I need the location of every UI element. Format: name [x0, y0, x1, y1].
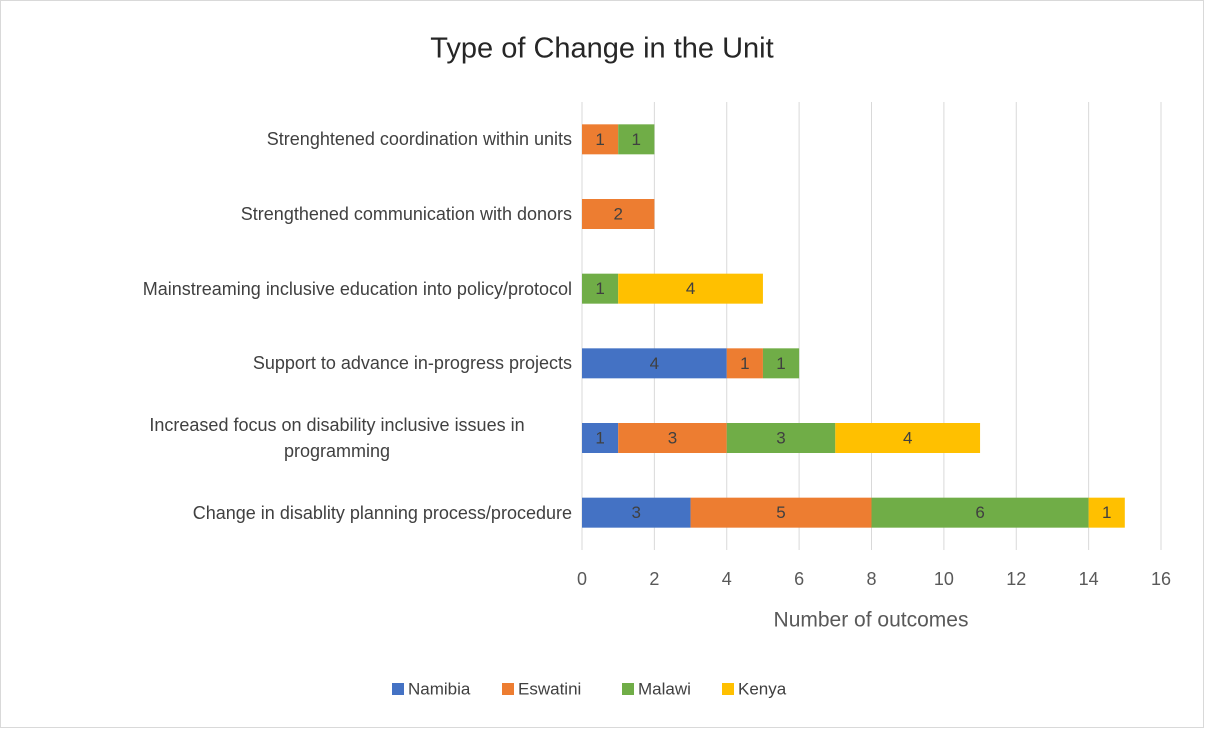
data-label: 4 [686, 279, 695, 298]
legend-label: Namibia [408, 679, 471, 698]
x-axis-title: Number of outcomes [774, 609, 969, 632]
data-label: 1 [595, 130, 604, 149]
x-tick-label: 14 [1079, 569, 1099, 589]
data-label: 1 [632, 130, 641, 149]
x-tick-label: 8 [866, 569, 876, 589]
x-tick-label: 16 [1151, 569, 1171, 589]
y-tick-label: Mainstreaming inclusive education into p… [102, 276, 572, 302]
legend-swatch [722, 683, 734, 695]
y-tick-text: Strengthened communication with donors [240, 204, 572, 224]
bar-segment [582, 273, 619, 304]
data-label: 1 [595, 279, 604, 298]
legend-label: Eswatini [518, 679, 581, 698]
x-tick-label: 0 [577, 569, 587, 589]
bar-segment [726, 423, 836, 453]
data-label: 2 [613, 204, 622, 223]
y-tick-label: Change in disablity planning process/pro… [102, 500, 572, 526]
data-label: 6 [975, 503, 984, 522]
bar-segment [582, 497, 691, 528]
data-label: 4 [903, 428, 912, 447]
y-tick-text: Strenghtened coordination within units [266, 129, 572, 150]
bar-segment [1088, 497, 1125, 528]
x-tick-label: 2 [649, 569, 659, 589]
bar-segment [582, 348, 727, 379]
bar-segment [618, 423, 727, 453]
y-tick-label: Increased focus on disability inclusive … [102, 412, 572, 464]
y-tick-label: Strenghtened coordination within units [102, 126, 572, 152]
bar-segment [726, 348, 763, 379]
legend-label: Malawi [638, 679, 691, 698]
y-tick-text: Increased focus on disability inclusive … [149, 415, 525, 461]
data-label: 3 [668, 428, 677, 447]
legend-label: Kenya [738, 679, 787, 698]
legend-swatch [502, 683, 514, 695]
bar-segment [835, 423, 981, 453]
y-tick-text: Mainstreaming inclusive education into p… [142, 278, 572, 299]
data-label: 3 [776, 428, 785, 447]
bar-segment [618, 273, 763, 304]
y-tick-text: Support to advance in-progress projects [252, 353, 572, 374]
bar-segment [582, 124, 619, 155]
chart-title: Type of Change in the Unit [430, 33, 773, 65]
data-label: 1 [595, 428, 604, 447]
bar-segment [690, 497, 872, 528]
bar-segment [618, 124, 655, 155]
data-label: 5 [776, 503, 785, 522]
y-tick-text: Change in disablity planning process/pro… [192, 502, 572, 523]
y-tick-label: Support to advance in-progress projects [102, 350, 572, 376]
y-tick-label: Strengthened communication with donors [102, 201, 572, 227]
x-tick-label: 6 [794, 569, 804, 589]
x-tick-label: 4 [722, 569, 732, 589]
x-tick-label: 10 [934, 569, 954, 589]
data-label: 1 [740, 354, 749, 373]
x-tick-label: 12 [1006, 569, 1026, 589]
data-label: 1 [1102, 503, 1111, 522]
bar-segment [871, 497, 1089, 528]
legend-swatch [622, 683, 634, 695]
data-label: 3 [632, 503, 641, 522]
bar-segment [582, 423, 619, 453]
bar-segment [582, 199, 655, 229]
bar-segment [762, 348, 800, 379]
legend-swatch [392, 683, 404, 695]
data-label: 4 [650, 354, 659, 373]
data-label: 1 [776, 354, 785, 373]
